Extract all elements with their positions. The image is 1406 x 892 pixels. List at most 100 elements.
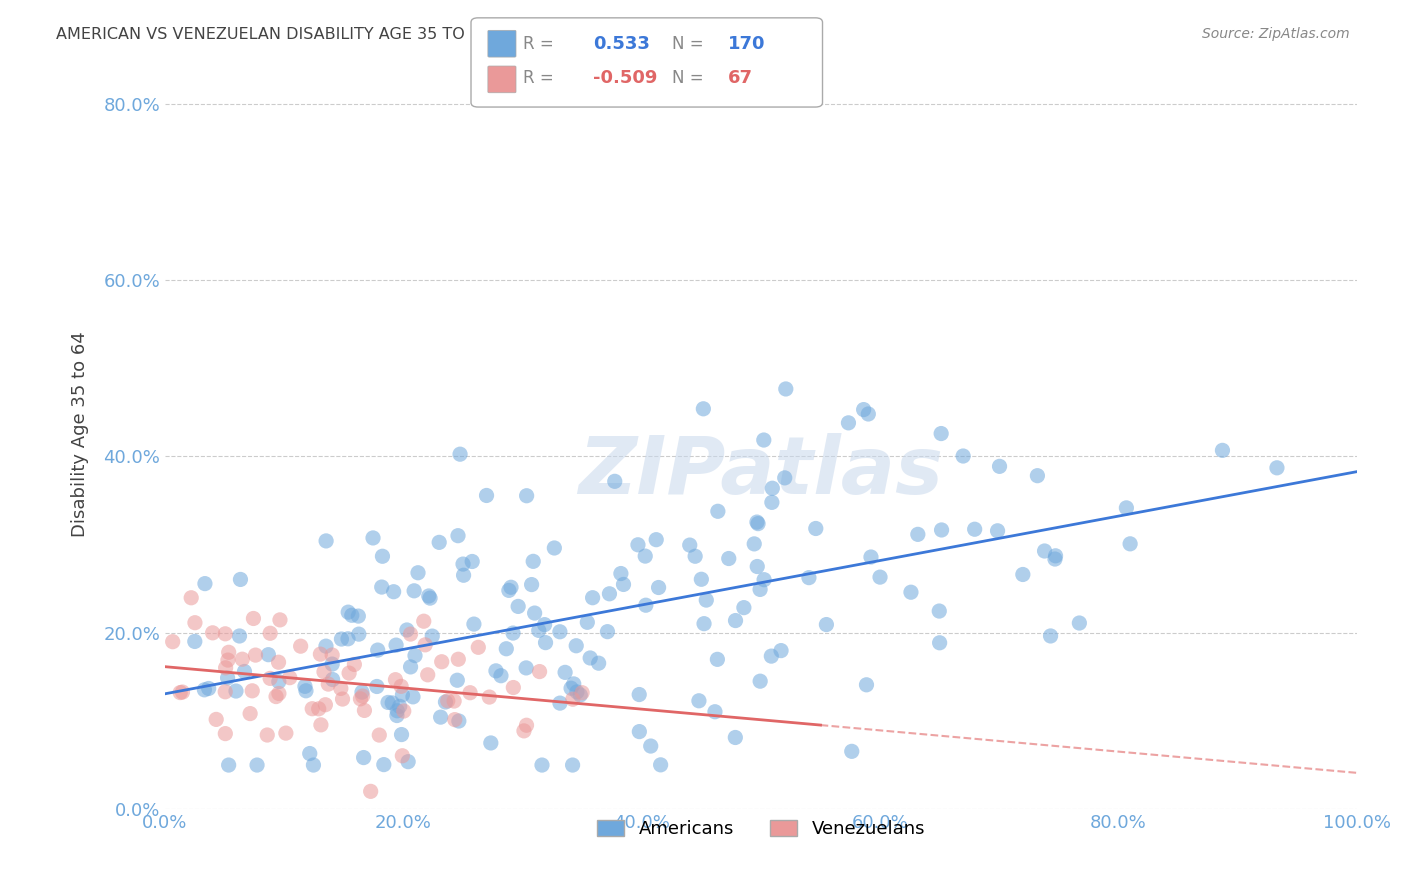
Point <box>869 570 891 584</box>
Point <box>797 571 820 585</box>
Point <box>385 708 408 723</box>
Point <box>520 577 543 591</box>
Point <box>907 527 929 541</box>
Point <box>530 758 553 772</box>
Point <box>548 624 571 639</box>
Point <box>837 416 859 430</box>
Point <box>775 382 797 396</box>
Point <box>384 673 406 687</box>
Point <box>742 537 765 551</box>
Point <box>747 559 769 574</box>
Point <box>988 459 1011 474</box>
Point <box>371 580 394 594</box>
Point <box>391 748 413 763</box>
Point <box>350 685 373 699</box>
Point <box>1069 615 1091 630</box>
Point <box>565 685 588 699</box>
Text: 67: 67 <box>728 70 754 87</box>
Point <box>841 744 863 758</box>
Point <box>683 549 706 564</box>
Text: N =: N = <box>672 70 703 87</box>
Point <box>516 489 538 503</box>
Point <box>588 656 610 670</box>
Point <box>377 695 399 709</box>
Point <box>427 535 450 549</box>
Point <box>485 664 508 678</box>
Point <box>368 728 391 742</box>
Point <box>858 407 880 421</box>
Point <box>231 652 253 666</box>
Point <box>498 583 520 598</box>
Point <box>371 549 394 564</box>
Point <box>315 639 337 653</box>
Point <box>1045 549 1067 563</box>
Point <box>314 698 336 712</box>
Point <box>761 495 783 509</box>
Point <box>274 726 297 740</box>
Point <box>349 691 371 706</box>
Point <box>446 673 468 688</box>
Point <box>855 678 877 692</box>
Point <box>382 584 405 599</box>
Point <box>749 582 772 597</box>
Point <box>640 739 662 753</box>
Point <box>294 679 316 693</box>
Point <box>770 643 793 657</box>
Point <box>225 684 247 698</box>
Point <box>447 714 470 728</box>
Point <box>761 481 783 495</box>
Point <box>804 521 827 535</box>
Point <box>240 683 263 698</box>
Point <box>309 647 332 661</box>
Point <box>634 598 657 612</box>
Point <box>301 702 323 716</box>
Point <box>172 685 194 699</box>
Point <box>366 680 388 694</box>
Point <box>627 538 650 552</box>
Point <box>752 573 775 587</box>
Text: 0.533: 0.533 <box>593 35 650 53</box>
Point <box>1011 567 1033 582</box>
Point <box>256 728 278 742</box>
Point <box>373 757 395 772</box>
Point <box>645 533 668 547</box>
Point <box>1265 460 1288 475</box>
Point <box>337 632 360 646</box>
Point <box>389 679 412 693</box>
Point <box>392 704 415 718</box>
Point <box>576 615 599 630</box>
Point <box>418 589 440 603</box>
Point <box>499 580 522 594</box>
Point <box>259 672 281 686</box>
Point <box>634 549 657 563</box>
Point <box>1119 537 1142 551</box>
Point <box>598 587 620 601</box>
Point <box>761 649 783 664</box>
Point <box>321 648 343 662</box>
Point <box>162 634 184 648</box>
Point <box>322 673 344 687</box>
Point <box>316 677 339 691</box>
Point <box>724 731 747 745</box>
Point <box>413 638 436 652</box>
Point <box>434 695 457 709</box>
Point <box>443 713 465 727</box>
Point <box>502 626 524 640</box>
Point <box>461 554 484 568</box>
Point <box>267 655 290 669</box>
Point <box>747 516 769 531</box>
Point <box>419 591 441 606</box>
Point <box>529 665 551 679</box>
Point <box>478 690 501 704</box>
Point <box>436 694 458 708</box>
Point <box>495 641 517 656</box>
Point <box>752 433 775 447</box>
Point <box>264 690 287 704</box>
Point <box>257 648 280 662</box>
Point <box>596 624 619 639</box>
Point <box>695 593 717 607</box>
Point <box>395 623 418 637</box>
Point <box>513 723 536 738</box>
Point <box>340 608 363 623</box>
Point <box>184 634 207 648</box>
